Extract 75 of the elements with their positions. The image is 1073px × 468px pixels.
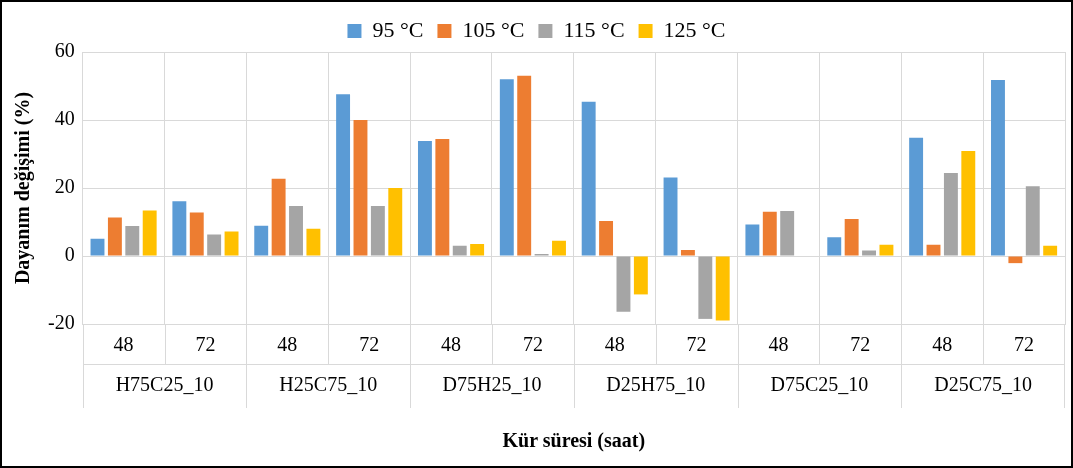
bar: [107, 217, 122, 256]
bar: [499, 79, 514, 256]
x-tick-label: 72: [850, 333, 871, 356]
x-tick-label: 48: [113, 333, 134, 356]
bar: [224, 231, 239, 256]
text: D25C75_10: [934, 373, 1033, 396]
bar: [452, 245, 467, 256]
bar: [1008, 256, 1023, 264]
bar: [745, 224, 760, 256]
x-tick-label: 72: [1014, 333, 1035, 356]
bar: [844, 218, 859, 256]
bar: [616, 256, 631, 312]
bar: [961, 150, 976, 256]
bar: [370, 206, 385, 256]
bar: [633, 256, 648, 295]
text: D75C25_10: [770, 373, 869, 396]
bar: [289, 206, 303, 256]
x-tick-label: 48: [604, 333, 625, 356]
bar: [1025, 186, 1040, 256]
legend-label: 95 °C: [372, 16, 424, 42]
bar: [388, 188, 403, 256]
bar: [353, 120, 368, 256]
x-axis-title: Kür süresi (saat): [502, 429, 646, 453]
bar: [189, 212, 204, 256]
bar: [271, 178, 286, 256]
y-tick-label: -20: [47, 311, 75, 334]
bar: [581, 101, 596, 256]
bar: [680, 249, 695, 256]
text: H25C75_10: [279, 373, 378, 396]
bar: [517, 75, 532, 256]
bar: [435, 139, 450, 256]
bar: [862, 250, 876, 256]
x-tick-label: 72: [359, 333, 380, 356]
bar: [417, 141, 432, 256]
bar: [715, 256, 730, 321]
bar: [207, 234, 222, 256]
bar: [762, 211, 777, 256]
bar: [254, 225, 269, 256]
bar: [306, 228, 321, 256]
bar: [827, 237, 842, 256]
x-tick-label: 48: [932, 333, 953, 356]
bar: [991, 79, 1005, 256]
text: D25H75_10: [606, 373, 706, 396]
y-tick-label: 0: [64, 243, 75, 266]
bar: [698, 256, 713, 319]
y-tick-label: 20: [54, 175, 75, 198]
legend-label: 125 °C: [663, 16, 726, 42]
bar: [943, 173, 958, 256]
bar: [780, 211, 795, 256]
bar: [172, 201, 187, 256]
bar: [663, 177, 678, 256]
x-tick-label: 48: [277, 333, 298, 356]
bar: [909, 137, 924, 256]
y-tick-label: 40: [54, 107, 75, 130]
bar: [879, 244, 894, 256]
y-axis-title: Dayanım değişimi (%): [11, 91, 35, 285]
x-tick-label: 72: [686, 333, 707, 356]
legend-label: 105 °C: [462, 16, 525, 42]
bar: [552, 240, 566, 256]
bar: [926, 244, 941, 256]
y-tick-label: 60: [54, 39, 75, 62]
bar: [90, 238, 105, 256]
bar: [470, 244, 485, 256]
text: H75C25_10: [115, 373, 214, 396]
legend-label: 115 °C: [563, 16, 625, 42]
x-tick-label: 72: [195, 333, 216, 356]
bar: [336, 94, 351, 256]
x-tick-label: 72: [522, 333, 543, 356]
x-tick-label: 48: [441, 333, 462, 356]
bar: [1043, 245, 1058, 256]
bar: [142, 210, 157, 256]
x-tick-label: 48: [768, 333, 789, 356]
bar: [599, 220, 614, 256]
text: D75H25_10: [442, 373, 542, 396]
bar: [125, 226, 140, 256]
